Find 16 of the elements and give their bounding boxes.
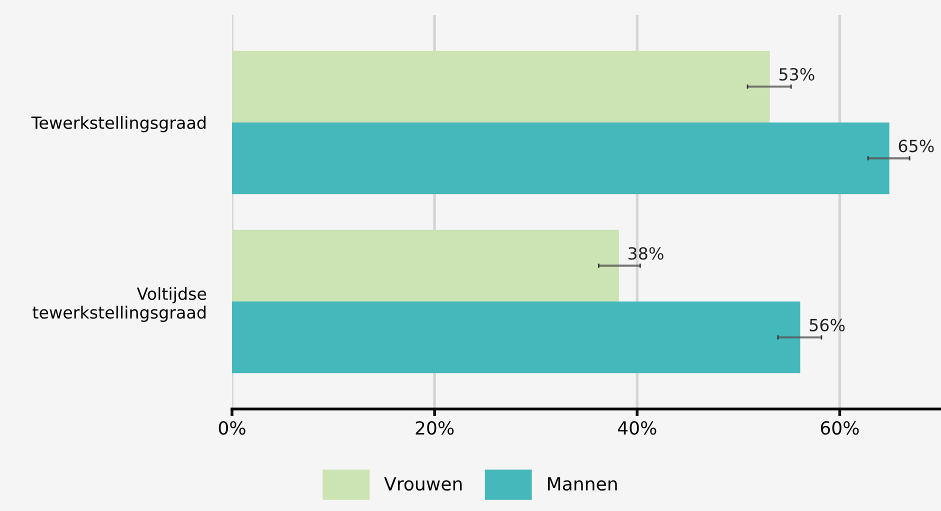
bar xyxy=(232,302,800,374)
y-tick-label: Voltijdse tewerkstellingsgraad xyxy=(32,287,206,322)
y-tick-label: Tewerkstellingsgraad xyxy=(31,116,206,132)
bar xyxy=(232,230,619,302)
data-label: 38% xyxy=(628,247,664,260)
bar xyxy=(232,50,770,122)
x-tick-label: 60% xyxy=(820,421,859,435)
bar xyxy=(232,122,890,194)
legend-label: Vrouwen xyxy=(384,477,462,491)
data-label: 56% xyxy=(810,318,845,332)
x-tick-label: 40% xyxy=(618,421,656,435)
data-label: 53% xyxy=(779,68,814,81)
data-label: 65% xyxy=(898,140,934,152)
x-tick-label: 0% xyxy=(218,421,246,435)
legend-label: Mannen xyxy=(548,477,617,491)
x-tick-label: 20% xyxy=(416,421,454,435)
